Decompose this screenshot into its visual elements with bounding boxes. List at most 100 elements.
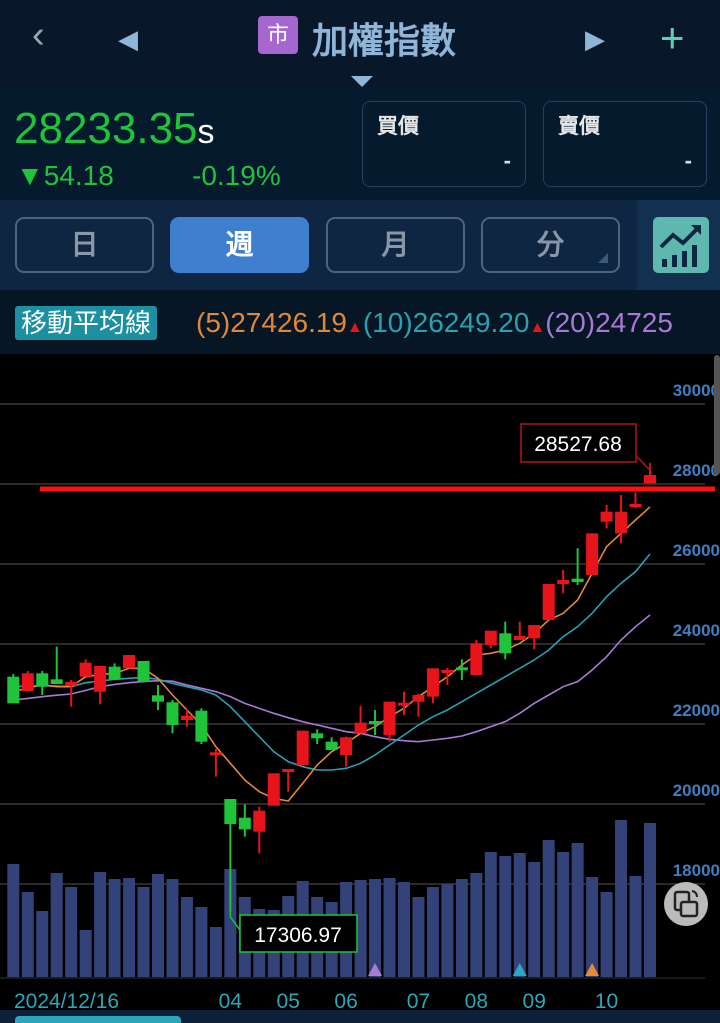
candle-body	[586, 533, 599, 575]
candle-body	[311, 733, 324, 739]
page-title[interactable]: 加權指數	[312, 20, 457, 61]
x-tick-label: 05	[277, 990, 300, 1010]
volume-bar	[484, 852, 497, 977]
candle-body	[615, 511, 628, 534]
ma5-line	[13, 506, 651, 802]
candle-body	[412, 695, 425, 702]
volume-bar	[94, 872, 107, 977]
next-symbol-icon[interactable]: ▶	[585, 24, 605, 54]
volume-bar	[629, 876, 642, 977]
tab-day[interactable]: 日	[15, 217, 154, 273]
ma5-value: (5)27426.19	[196, 307, 348, 338]
candle-body	[282, 769, 295, 772]
candle-body	[195, 710, 208, 742]
bid-label: 買價	[377, 115, 419, 138]
moving-average-label[interactable]: 移動平均線	[15, 306, 158, 340]
volume-bar	[123, 878, 136, 977]
dropdown-triangle-icon[interactable]	[351, 76, 373, 87]
candle-body	[123, 655, 136, 669]
top-navigation-bar	[0, 0, 720, 88]
bottom-tab-indicator[interactable]	[15, 1016, 181, 1023]
x-tick-label: 04	[219, 990, 243, 1010]
candle-body	[354, 722, 367, 734]
price-suffix: s	[197, 113, 215, 151]
candle-body	[470, 643, 483, 675]
tab-minute[interactable]: 分	[481, 217, 620, 273]
y-tick-label: 20000	[673, 781, 720, 800]
back-chevron-icon[interactable]: ‹	[32, 14, 45, 56]
event-marker-icon	[512, 963, 527, 976]
period-tabs	[0, 200, 720, 290]
volume-bar	[571, 843, 584, 977]
low-label-connector	[229, 911, 241, 931]
candle-body	[340, 737, 353, 755]
quote-panel	[0, 88, 720, 200]
candle-body	[325, 741, 338, 750]
volume-bar	[499, 856, 512, 977]
volume-bar	[426, 887, 439, 977]
candle-body	[108, 666, 121, 680]
volume-bar	[542, 840, 555, 977]
candle-body	[267, 773, 280, 806]
volume-bar	[36, 911, 49, 977]
volume-bar	[397, 882, 410, 977]
volume-bar	[383, 878, 396, 977]
add-icon[interactable]: +	[660, 14, 685, 61]
y-tick-label: 22000	[673, 701, 720, 720]
candle-body	[441, 670, 454, 673]
candle-body	[643, 475, 656, 484]
candle-body	[79, 662, 92, 677]
rotate-screen-button[interactable]	[664, 882, 708, 926]
low-label-box	[239, 914, 358, 953]
x-tick-label: 09	[523, 990, 546, 1010]
volume-bar	[152, 874, 164, 977]
volume-bar	[441, 884, 454, 977]
tab-month[interactable]: 月	[326, 217, 465, 273]
ma10-up-arrow-icon: ▲	[529, 319, 546, 336]
candle-body	[426, 668, 439, 697]
volume-bar	[643, 823, 656, 977]
bid-value: -	[503, 148, 511, 173]
candle-body	[238, 817, 251, 830]
candle-body	[50, 679, 63, 684]
candle-body	[152, 695, 164, 702]
volume-bar	[180, 897, 193, 977]
volume-bar	[600, 892, 613, 977]
tab-week[interactable]: 週	[170, 217, 309, 273]
high-label-connector	[635, 454, 651, 472]
y-tick-label: 24000	[673, 621, 720, 640]
ask-value: -	[684, 148, 692, 173]
candle-body	[629, 504, 642, 507]
candle-body	[21, 673, 34, 691]
candle-body	[513, 636, 526, 640]
event-marker-icon	[368, 963, 383, 976]
chart-trend-icon[interactable]	[653, 217, 709, 273]
volume-bar	[195, 907, 208, 977]
candle-body	[137, 661, 150, 682]
volume-bar	[557, 852, 570, 977]
candle-body	[397, 702, 410, 706]
candle-body	[383, 701, 396, 735]
previous-symbol-icon[interactable]: ◀	[118, 24, 138, 54]
ma5-up-arrow-icon: ▲	[347, 319, 363, 336]
candle-body	[180, 715, 193, 720]
volume-bar	[528, 862, 541, 977]
candlestick-chart[interactable]: 30000 28000 26000 24000 22000 20000 18000 28527…	[0, 352, 720, 1010]
candle-body	[224, 799, 237, 824]
low-price-label: 17306.97	[254, 924, 342, 947]
candle-body	[542, 584, 555, 620]
candle-body	[455, 667, 468, 671]
candle-body	[484, 630, 497, 645]
volume-bar	[513, 853, 526, 977]
candle-body	[94, 666, 107, 692]
x-tick-label: 2024/12/16	[14, 990, 119, 1010]
candle-body	[166, 702, 179, 725]
volume-bar	[79, 930, 92, 977]
scrollbar[interactable]	[714, 355, 720, 475]
volume-bar	[615, 820, 628, 977]
candle-body	[36, 673, 49, 687]
ma10-value: (10)26249.20	[362, 307, 530, 338]
candle-body	[7, 676, 20, 704]
ma20-value: (20)24725	[545, 307, 673, 338]
volume-bar	[50, 873, 63, 977]
